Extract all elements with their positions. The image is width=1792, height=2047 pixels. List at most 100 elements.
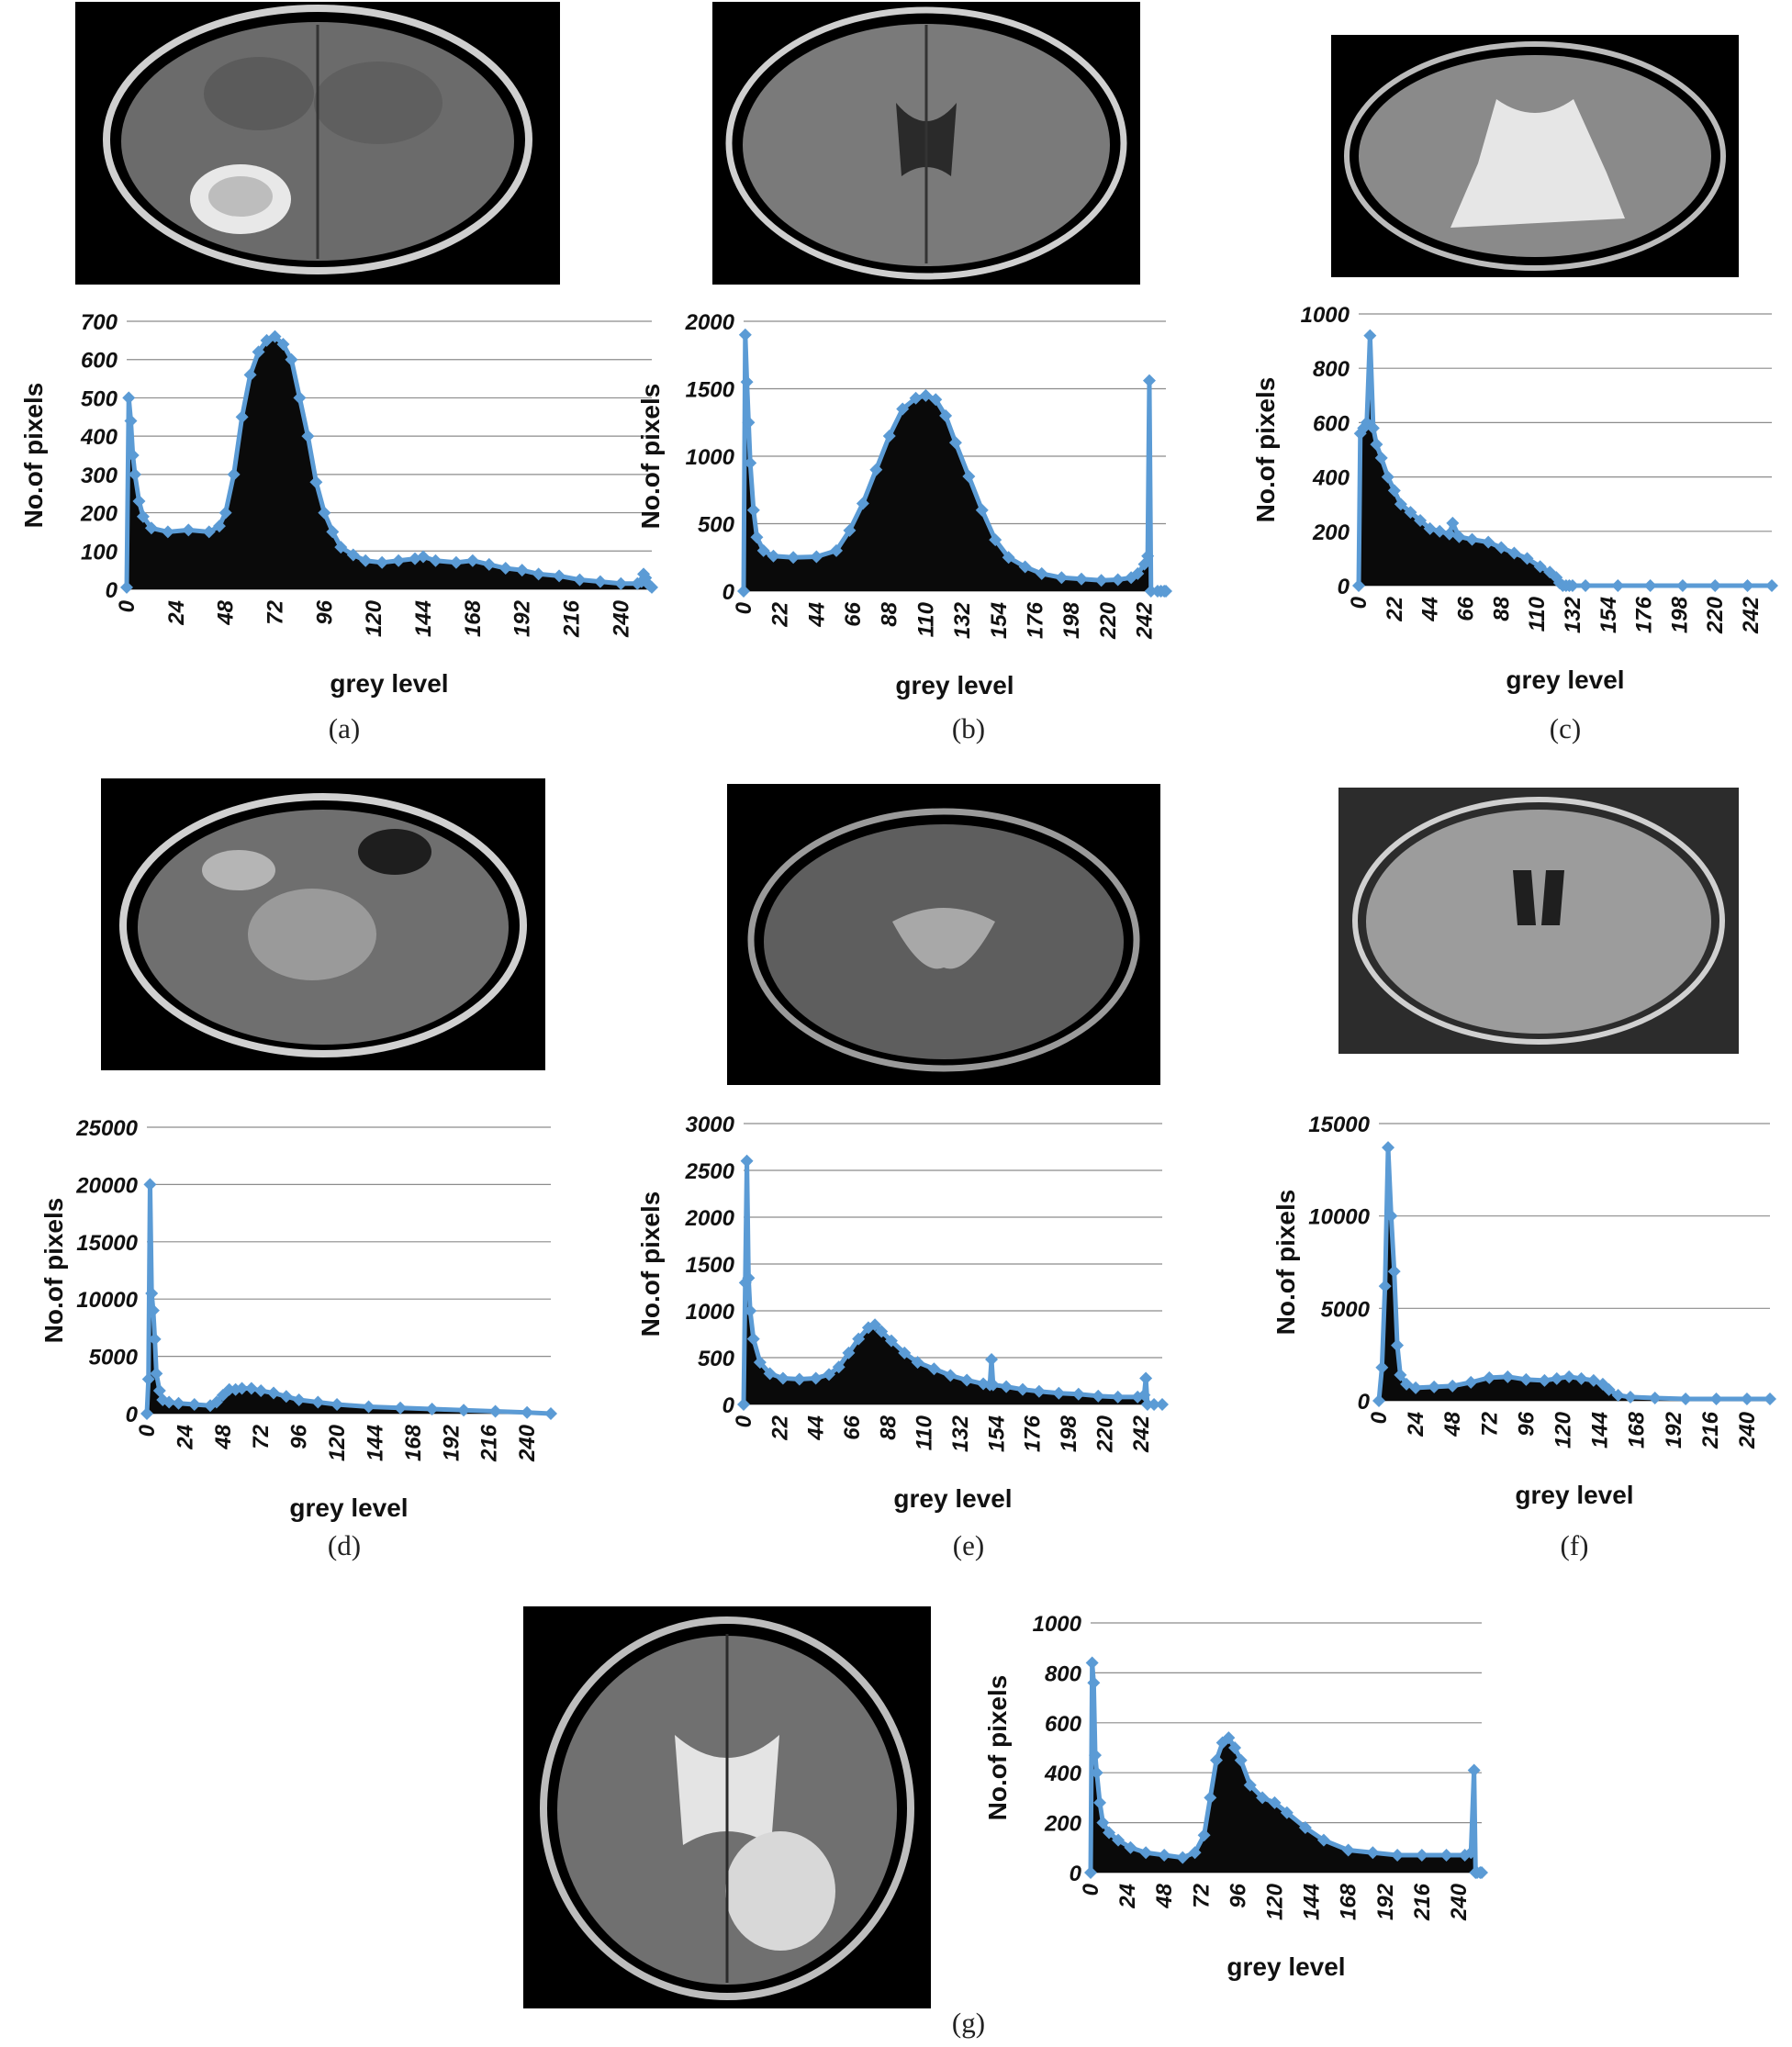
x-tick-label: 120 [1551, 1411, 1575, 1449]
data-point [1071, 1387, 1085, 1401]
data-point [1543, 565, 1557, 579]
y-tick-label: 2000 [685, 1206, 735, 1231]
data-point [1243, 1778, 1257, 1792]
x-tick-label: 216 [560, 599, 585, 638]
y-tick-label: 200 [1312, 520, 1350, 545]
x-tick-label: 0 [1347, 596, 1372, 609]
data-point [1085, 1656, 1099, 1670]
caption-g: (g) [951, 2007, 986, 2039]
data-point [1094, 574, 1108, 587]
data-point [744, 1304, 757, 1317]
data-point [1016, 1382, 1029, 1396]
data-point [830, 543, 844, 557]
data-point [1018, 560, 1032, 574]
caption-d: (d) [327, 1529, 362, 1561]
data-point [359, 554, 373, 567]
data-point [753, 1356, 767, 1370]
data-point [1363, 329, 1377, 342]
data-point [1137, 557, 1151, 571]
data-point [1298, 1821, 1312, 1835]
y-axis-title: No.of pixels [39, 1198, 68, 1344]
caption-c: (c) [1549, 712, 1582, 744]
y-tick-label: 0 [1338, 575, 1350, 599]
data-point [1565, 579, 1579, 592]
data-point [1103, 1826, 1116, 1840]
x-tick-label: 216 [477, 1424, 502, 1462]
x-tick-label: 48 [211, 1424, 236, 1449]
histogram-outline [741, 1158, 1162, 1407]
data-point [742, 1271, 756, 1285]
data-point [1404, 506, 1417, 520]
data-point [140, 1407, 153, 1420]
histogram-area [147, 1184, 551, 1414]
x-tick-label: 168 [1337, 1883, 1361, 1920]
data-point [1387, 1265, 1401, 1279]
data-point [756, 543, 770, 557]
x-tick-label: 44 [804, 1415, 829, 1441]
x-tick-label: 96 [1514, 1411, 1539, 1436]
data-point [1446, 516, 1460, 530]
data-point [631, 576, 644, 590]
data-point [1439, 1848, 1453, 1862]
data-point [1414, 513, 1428, 527]
histogram-outline [144, 1181, 552, 1416]
x-tick-label: 72 [1189, 1883, 1214, 1907]
data-point [1611, 579, 1625, 592]
data-point [960, 1373, 974, 1387]
y-tick-label: 300 [81, 464, 118, 488]
data-point [742, 416, 756, 430]
data-point [227, 467, 241, 481]
data-point [919, 388, 933, 402]
data-point [738, 1276, 752, 1290]
data-point [392, 554, 406, 567]
histogram-area [744, 334, 1166, 591]
data-point [861, 1321, 875, 1335]
x-tick-label: 168 [461, 599, 486, 637]
data-point [1370, 438, 1383, 452]
data-point [1374, 451, 1388, 464]
x-tick-label: 176 [1023, 601, 1047, 639]
x-tick-label: 216 [1410, 1883, 1435, 1921]
x-tick-label: 96 [1226, 1883, 1250, 1907]
x-tick-label: 24 [173, 1425, 197, 1450]
x-tick-label: 220 [1703, 596, 1728, 634]
data-point [1384, 1209, 1398, 1223]
y-tick-label: 400 [1044, 1762, 1082, 1786]
data-point [1391, 1338, 1405, 1352]
y-tick-label: 0 [722, 580, 735, 605]
data-point [1708, 579, 1722, 592]
x-tick-label: 240 [1447, 1883, 1472, 1921]
mri-scan-b [712, 2, 1140, 285]
data-point [124, 414, 138, 428]
y-tick-label: 1500 [686, 378, 735, 403]
x-tick-label: 242 [1739, 596, 1764, 634]
mri-scan-d [101, 778, 545, 1070]
data-point [1574, 1371, 1588, 1385]
y-axis-title: No.of pixels [636, 384, 665, 530]
data-point [457, 1404, 471, 1417]
data-point [1316, 1833, 1330, 1847]
x-tick-label: 168 [401, 1424, 426, 1461]
data-point [235, 1381, 249, 1395]
caption-f: (f) [1560, 1529, 1589, 1561]
data-point [1470, 1866, 1484, 1879]
data-point [738, 328, 752, 341]
data-point [1446, 1379, 1460, 1393]
x-tick-label: 168 [1625, 1411, 1650, 1449]
data-point [222, 1382, 236, 1396]
x-tick-label: 22 [768, 601, 793, 627]
x-tick-label: 110 [913, 601, 938, 637]
data-point [488, 1404, 502, 1418]
y-tick-label: 2000 [685, 310, 735, 335]
data-point [148, 1332, 162, 1346]
x-tick-label: 24 [164, 600, 189, 626]
data-point [1556, 579, 1570, 592]
data-point [1158, 585, 1171, 598]
data-point [1409, 1381, 1423, 1394]
x-tick-label: 72 [249, 1424, 274, 1449]
data-point [409, 552, 422, 565]
data-point [1228, 1741, 1242, 1754]
data-point [1352, 579, 1365, 592]
data-point [1550, 1371, 1563, 1385]
x-tick-label: 48 [214, 599, 239, 625]
